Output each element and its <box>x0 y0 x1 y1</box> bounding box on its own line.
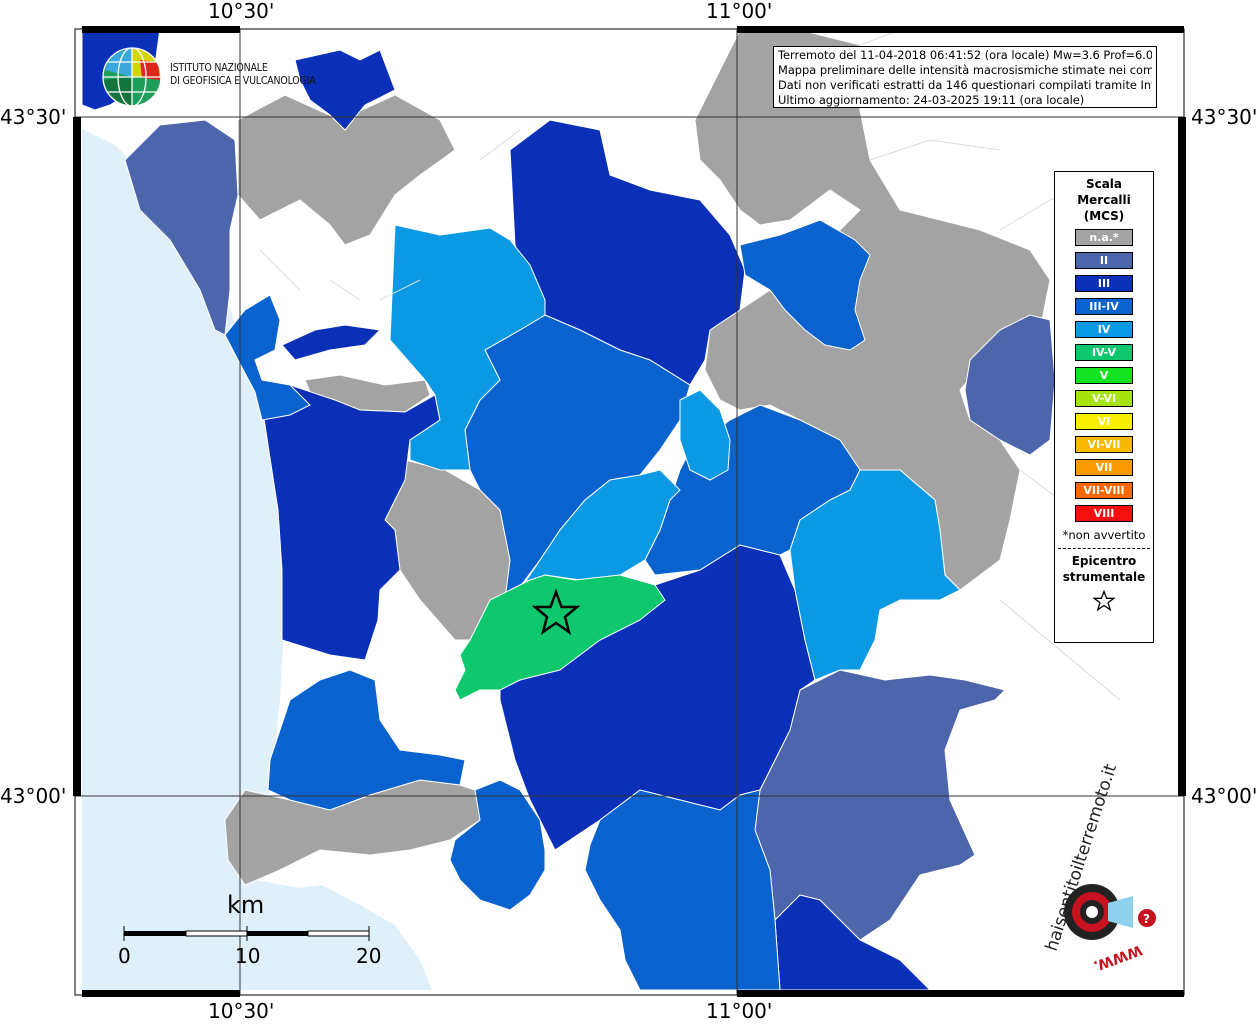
epicenter-star-icon <box>531 588 581 635</box>
zone-iii-north-small <box>294 49 396 131</box>
ingv-line-2: DI GEOFISICA E VULCANOLOGIA <box>170 75 316 87</box>
legend-item: IV <box>1075 321 1133 338</box>
legend-item: VIII <box>1075 505 1133 522</box>
legend-item: III-IV <box>1075 298 1133 315</box>
legend-item: V-VI <box>1075 390 1133 407</box>
zone-iii-west-strip <box>281 324 382 361</box>
zone-ii-coast-north <box>124 119 239 336</box>
coord-left-4330: 43°30' <box>0 105 67 129</box>
legend-item: VII-VIII <box>1075 482 1133 499</box>
legend-item: VI-VII <box>1075 436 1133 453</box>
event-info-box: Terremoto del 11-04-2018 06:41:52 (ora l… <box>773 46 1157 108</box>
legend-epicenter-line: strumentale <box>1062 570 1146 584</box>
coord-top-1030: 10°30' <box>208 0 275 23</box>
legend-item: III <box>1075 275 1133 292</box>
scale-bar-label-20: 20 <box>356 944 382 968</box>
legend-item: VI <box>1075 413 1133 430</box>
frame-top-bar <box>737 26 1184 33</box>
zone-iii-iv-north-east <box>739 219 871 351</box>
boundary-line <box>259 29 1121 701</box>
event-info-line: Terremoto del 11-04-2018 06:41:52 (ora l… <box>778 48 1152 62</box>
zone-iii-iv-coast <box>224 294 311 421</box>
coord-bottom-1030: 10°30' <box>208 999 275 1023</box>
frame-left-bar <box>73 117 81 796</box>
intensity-legend: Scala Mercalli (MCS) n.a.* II III III-IV IV I… <box>1054 171 1154 643</box>
coord-right-4330: 43°30' <box>1191 105 1256 129</box>
zone-iii-iv-sw <box>267 669 466 811</box>
hsit-logo-icon: ? <box>1064 884 1156 940</box>
legend-item: V <box>1075 367 1133 384</box>
coord-right-4300: 43°00' <box>1191 784 1256 808</box>
zone-iv-east <box>789 469 961 681</box>
event-info-line: Ultimo aggiornamento: 24-03-2025 19:11 (… <box>778 93 1085 107</box>
legend-note: *non avvertito <box>1062 528 1146 542</box>
legend-item: IV-V <box>1075 344 1133 361</box>
zone-iv-v-epicentral <box>454 574 666 701</box>
legend-items: n.a.* II III III-IV IV IV-V V V-VI VI VI-VII VII VI… <box>1055 229 1153 522</box>
zone-iii-west-coast <box>261 384 441 661</box>
scale-bar-label-0: 0 <box>118 944 131 968</box>
ingv-logo-icon <box>102 47 162 107</box>
svg-text:?: ? <box>1143 912 1150 926</box>
legend-divider <box>1058 548 1150 549</box>
frame-bottom-bar <box>82 990 240 997</box>
legend-item: VII <box>1075 459 1133 476</box>
zone-iv-small-north <box>679 389 731 481</box>
ingv-line-1: ISTITUTO NAZIONALE <box>170 62 268 74</box>
scale-bar <box>123 926 370 941</box>
scale-bar-label-10: 10 <box>235 944 261 968</box>
coord-top-1100: 11°00' <box>706 0 773 23</box>
legend-star-icon <box>1092 589 1116 612</box>
legend-item: II <box>1075 252 1133 269</box>
legend-title-line: (MCS) <box>1083 209 1125 223</box>
scale-bar-unit: km <box>227 891 265 919</box>
legend-epicenter-line: Epicentro <box>1071 554 1137 568</box>
frame-bottom-bar <box>737 990 1184 997</box>
legend-title-line: Mercalli <box>1077 193 1131 207</box>
zone-iii-iv-south-large <box>584 789 781 991</box>
frame-top-bar <box>82 26 240 33</box>
zone-ii-east <box>964 314 1056 456</box>
event-info-line: Dati non verificati estratti da 146 ques… <box>778 78 1152 92</box>
coord-bottom-1100: 11°00' <box>706 999 773 1023</box>
ingv-logo-text: ISTITUTO NAZIONALE DI GEOFISICA E VULCAN… <box>170 62 316 88</box>
legend-item: n.a.* <box>1075 229 1133 246</box>
legend-title-line: Scala <box>1085 177 1123 191</box>
coord-left-4300: 43°00' <box>0 784 67 808</box>
frame-right-bar <box>1178 117 1186 796</box>
event-info-line: Mappa preliminare delle intensità macros… <box>778 63 1152 77</box>
zone-iii-iv-south <box>449 779 546 911</box>
zone-iv-north-west <box>389 224 546 471</box>
sea-area <box>82 129 432 990</box>
